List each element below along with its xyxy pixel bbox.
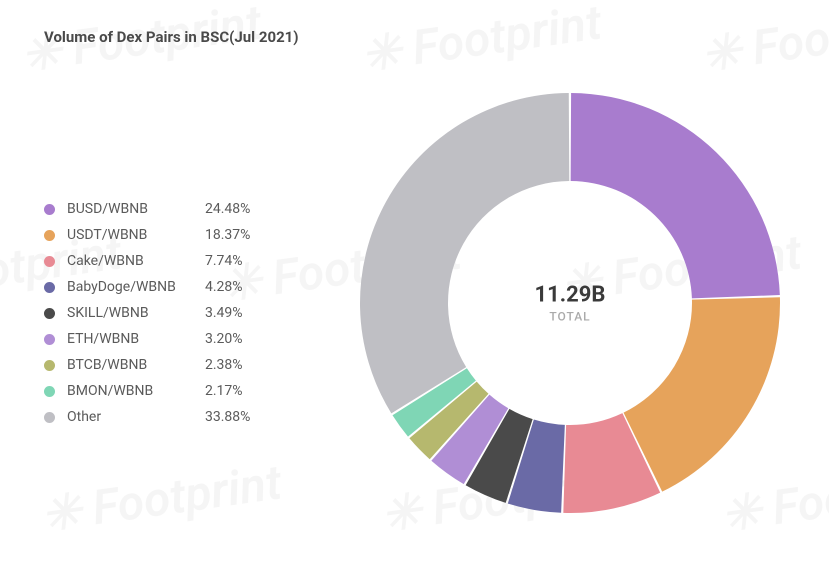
legend-value: 3.20% <box>205 331 267 347</box>
center-total-caption: TOTAL <box>535 310 606 324</box>
watermark: ✳ Footprint <box>697 0 829 84</box>
legend-swatch <box>44 204 55 215</box>
legend-swatch <box>44 256 55 267</box>
legend-label: BMON/WBNB <box>67 383 205 399</box>
legend-label: BTCB/WBNB <box>67 357 205 373</box>
legend-value: 24.48% <box>205 201 267 217</box>
legend-label: Cake/WBNB <box>67 253 205 269</box>
donut-segment[interactable] <box>571 93 780 298</box>
legend: BUSD/WBNB24.48%USDT/WBNB18.37%Cake/WBNB7… <box>44 196 267 430</box>
legend-value: 2.17% <box>205 383 267 399</box>
legend-swatch <box>44 308 55 319</box>
legend-row[interactable]: BabyDoge/WBNB4.28% <box>44 274 267 300</box>
watermark: ✳ Footprint <box>37 453 285 543</box>
legend-swatch <box>44 360 55 371</box>
legend-swatch <box>44 386 55 397</box>
legend-value: 4.28% <box>205 279 267 295</box>
legend-swatch <box>44 230 55 241</box>
center-total-value: 11.29B <box>535 283 606 308</box>
legend-row[interactable]: SKILL/WBNB3.49% <box>44 300 267 326</box>
legend-swatch <box>44 412 55 423</box>
legend-row[interactable]: USDT/WBNB18.37% <box>44 222 267 248</box>
legend-row[interactable]: Other33.88% <box>44 404 267 430</box>
legend-row[interactable]: BMON/WBNB2.17% <box>44 378 267 404</box>
legend-value: 33.88% <box>205 409 267 425</box>
legend-row[interactable]: BUSD/WBNB24.48% <box>44 196 267 222</box>
legend-label: ETH/WBNB <box>67 331 205 347</box>
legend-value: 3.49% <box>205 305 267 321</box>
legend-label: USDT/WBNB <box>67 227 205 243</box>
legend-value: 7.74% <box>205 253 267 269</box>
donut-chart: 11.29B TOTAL <box>355 88 785 518</box>
legend-label: SKILL/WBNB <box>67 305 205 321</box>
donut-center-label: 11.29B TOTAL <box>535 283 606 324</box>
legend-label: BabyDoge/WBNB <box>67 279 205 295</box>
legend-row[interactable]: BTCB/WBNB2.38% <box>44 352 267 378</box>
watermark: ✳ Footprint <box>357 0 605 84</box>
legend-label: BUSD/WBNB <box>67 201 205 217</box>
legend-swatch <box>44 282 55 293</box>
legend-row[interactable]: ETH/WBNB3.20% <box>44 326 267 352</box>
legend-value: 2.38% <box>205 357 267 373</box>
chart-title: Volume of Dex Pairs in BSC(Jul 2021) <box>44 28 299 46</box>
legend-label: Other <box>67 409 205 425</box>
legend-value: 18.37% <box>205 227 267 243</box>
legend-row[interactable]: Cake/WBNB7.74% <box>44 248 267 274</box>
donut-segment[interactable] <box>624 297 780 491</box>
legend-swatch <box>44 334 55 345</box>
donut-segment[interactable] <box>360 93 569 413</box>
